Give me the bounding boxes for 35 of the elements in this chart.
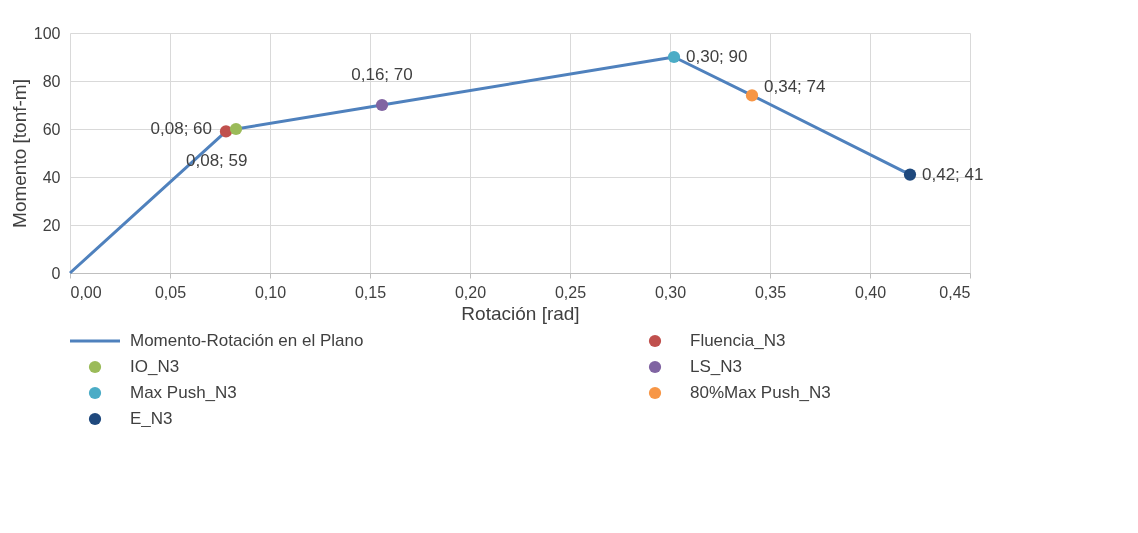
point (375, 98, 389, 112)
x-tick-label: 0,35 (754, 283, 787, 301)
y-axis-title: Momento [tonf-m] (8, 79, 30, 228)
legend-label: LS_N3 (690, 357, 742, 376)
y-tick-label: 80 (42, 72, 61, 90)
data-label: 0,34; 74 (764, 77, 826, 97)
y-tick-label: 40 (42, 168, 61, 186)
legend-label: Fluencia_N3 (690, 331, 786, 350)
x-tick-label: 0,15 (354, 283, 387, 301)
x-tick-label: 0,00 (70, 283, 102, 301)
point (903, 168, 917, 181)
legend-label: E_N3 (130, 409, 173, 428)
x-tick-label: 0,45 (939, 283, 971, 301)
y-tick-label: 0 (51, 264, 61, 282)
y-tick-label: 20 (42, 216, 61, 234)
point (667, 50, 681, 64)
x-tick-label: 0,20 (454, 283, 487, 301)
point (229, 122, 243, 136)
x-tick-label: 0,30 (654, 283, 687, 301)
data-label: 0,08; 60 (150, 119, 212, 138)
x-axis-title: Rotación [rad] (461, 302, 580, 324)
y-tick-label: 60 (42, 120, 61, 138)
x-tick-label: 0,10 (254, 283, 287, 301)
legend-label: IO_N3 (130, 357, 180, 376)
data-label: 0,30; 90 (686, 47, 748, 66)
point (745, 89, 759, 102)
y-tick-label: 100 (33, 24, 61, 42)
x-tick-label: 0,25 (554, 283, 587, 301)
x-tick-label: 0,05 (154, 283, 187, 301)
x-tick-label: 0,40 (854, 283, 887, 301)
data-label: 0,16; 70 (351, 65, 413, 84)
data-label: 0,42; 41 (922, 164, 984, 184)
legend-label: Momento-Rotación en el Plano (130, 331, 364, 350)
legend-label: Max Push_N3 (130, 383, 237, 402)
legend-label: 80%Max Push_N3 (690, 383, 831, 402)
